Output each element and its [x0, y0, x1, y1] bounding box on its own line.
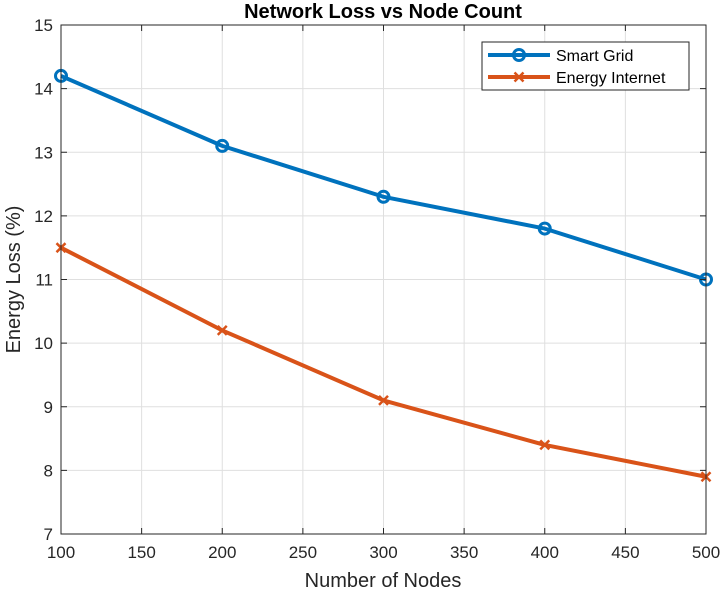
y-tick-label: 14: [34, 80, 53, 99]
x-tick-label: 200: [208, 543, 236, 562]
smart-grid-data-point: [215, 138, 230, 153]
smart-grid-data-point: [537, 221, 552, 236]
x-tick-label: 300: [369, 543, 397, 562]
legend-marker-smart-grid: [512, 48, 526, 62]
legend-marker-energy-internet: [513, 71, 525, 83]
y-tick-label: 10: [34, 334, 53, 353]
x-tick-label: 100: [47, 543, 75, 562]
y-tick-label: 15: [34, 16, 53, 35]
y-tick-label: 8: [44, 461, 53, 480]
x-tick-label: 450: [611, 543, 639, 562]
legend-label-smart-grid: Smart Grid: [556, 48, 633, 65]
energy-internet-data-point: [378, 395, 389, 406]
legend-label-energy-internet: Energy Internet: [556, 70, 666, 87]
y-tick-label: 12: [34, 207, 53, 226]
x-tick-label: 350: [450, 543, 478, 562]
legend: Smart Grid Energy Internet: [481, 41, 690, 91]
x-axis-label: Number of Nodes: [305, 570, 462, 590]
smart-grid-data-point: [376, 189, 391, 204]
y-tick-label: 13: [34, 143, 53, 162]
y-tick-label: 9: [44, 398, 53, 417]
x-tick-label: 250: [289, 543, 317, 562]
y-tick-label: 11: [35, 271, 53, 290]
x-tick-label: 400: [531, 543, 559, 562]
y-tick-label: 7: [44, 525, 53, 544]
energy-internet-data-point: [539, 439, 551, 451]
x-tick-label: 150: [127, 543, 155, 562]
y-axis-label: Energy Loss (%): [3, 206, 25, 354]
chart-title: Network Loss vs Node Count: [244, 1, 522, 23]
energy-internet-data-point: [216, 325, 228, 336]
x-tick-label: 500: [692, 543, 720, 562]
smart-grid-series-line: [60, 74, 707, 282]
ticks: 100 150 200 250 300 350 400 450 500 7 8 9 10 11 12 13 14…: [34, 16, 720, 562]
